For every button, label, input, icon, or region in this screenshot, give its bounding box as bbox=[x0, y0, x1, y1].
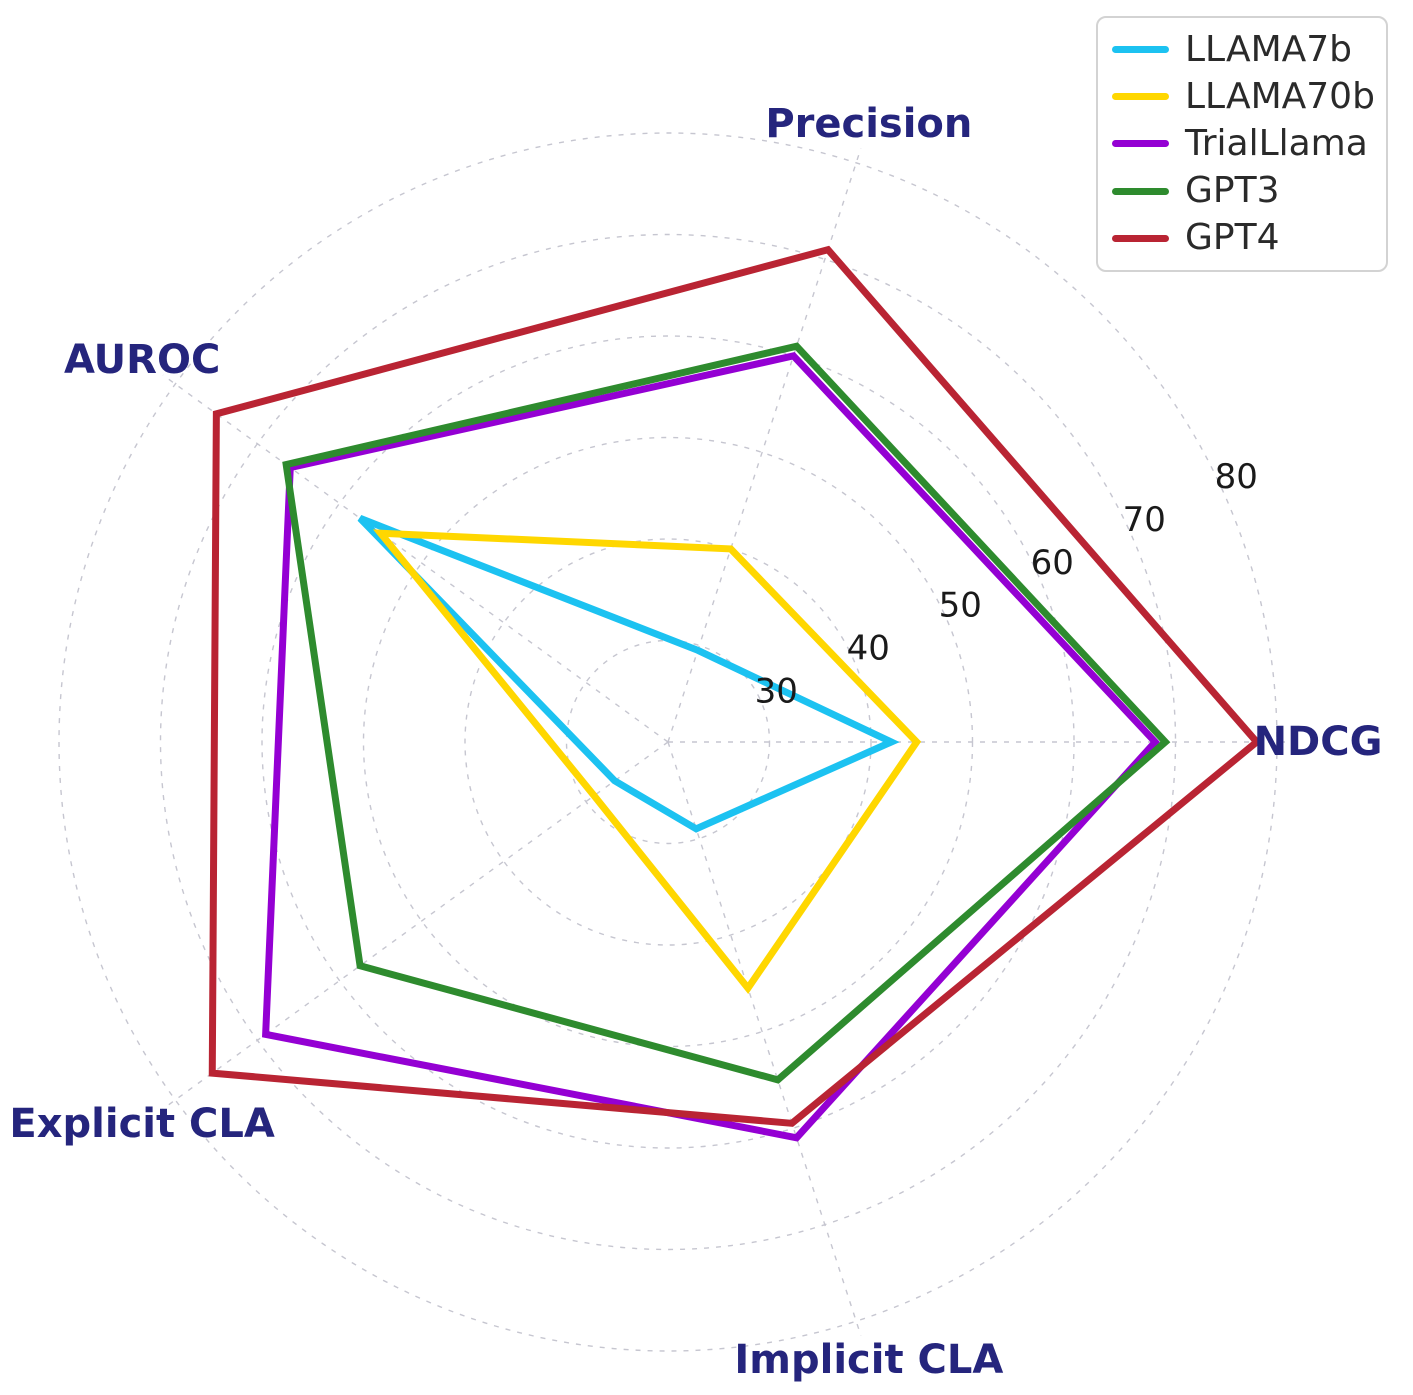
axis-label-implicit-cla: Implicit CLA bbox=[734, 1337, 1003, 1383]
axis-labels: Precision NDCG Implicit CLA Explicit CLA AUR… bbox=[9, 101, 1382, 1383]
legend: LLAMA7b LLAMA70b TrialLlama GPT3 GPT4 bbox=[1096, 16, 1388, 272]
legend-swatch-trialllama bbox=[1112, 140, 1169, 148]
legend-item-llama7b: LLAMA7b bbox=[1098, 28, 1386, 70]
axis-label-precision: Precision bbox=[765, 101, 972, 147]
legend-item-gpt4: GPT4 bbox=[1098, 220, 1386, 256]
radial-tick-labels: 30 40 50 60 70 80 bbox=[755, 457, 1258, 711]
spoke-auroc bbox=[162, 374, 669, 743]
legend-item-trialllama: TrialLlama bbox=[1098, 122, 1386, 164]
legend-label-llama7b: LLAMA7b bbox=[1185, 28, 1353, 70]
spoke-explicit-cla bbox=[162, 741, 669, 1110]
gridline-circle-40 bbox=[464, 538, 872, 946]
legend-swatch-llama70b bbox=[1112, 93, 1169, 101]
series-polygons bbox=[208, 245, 1262, 1142]
tick-label-30: 30 bbox=[755, 671, 798, 711]
series-line-gpt3 bbox=[282, 342, 1171, 1084]
legend-swatch-gpt4 bbox=[1112, 234, 1169, 242]
axis-label-explicit-cla: Explicit CLA bbox=[9, 1101, 274, 1147]
axis-label-auroc: AUROC bbox=[64, 337, 220, 383]
axis-label-ndcg: NDCG bbox=[1254, 719, 1383, 765]
gridline-circle-30 bbox=[565, 639, 771, 845]
tick-label-70: 70 bbox=[1123, 500, 1166, 540]
series-line-gpt4 bbox=[208, 245, 1262, 1127]
legend-swatch-gpt3 bbox=[1112, 187, 1169, 195]
legend-item-gpt3: GPT3 bbox=[1098, 173, 1386, 209]
legend-label-llama70b: LLAMA70b bbox=[1185, 75, 1375, 117]
legend-swatch-llama7b bbox=[1112, 46, 1169, 54]
legend-label-gpt3: GPT3 bbox=[1185, 170, 1280, 212]
series-line-llama7b bbox=[357, 515, 900, 833]
tick-label-50: 50 bbox=[939, 586, 982, 626]
legend-item-llama70b: LLAMA70b bbox=[1098, 75, 1386, 117]
series-line-trialllama bbox=[262, 352, 1160, 1142]
series-line-llama70b bbox=[372, 529, 922, 995]
spoke-implicit-cla bbox=[667, 741, 862, 1336]
gridline-circle-80 bbox=[58, 132, 1278, 1352]
tick-label-40: 40 bbox=[847, 629, 890, 669]
legend-label-trialllama: TrialLlama bbox=[1185, 122, 1368, 164]
legend-label-gpt4: GPT4 bbox=[1185, 217, 1280, 259]
tick-label-80: 80 bbox=[1215, 457, 1258, 497]
axis-spokes bbox=[162, 148, 1293, 1336]
gridline-circle-60 bbox=[261, 335, 1075, 1149]
tick-label-60: 60 bbox=[1031, 543, 1074, 583]
